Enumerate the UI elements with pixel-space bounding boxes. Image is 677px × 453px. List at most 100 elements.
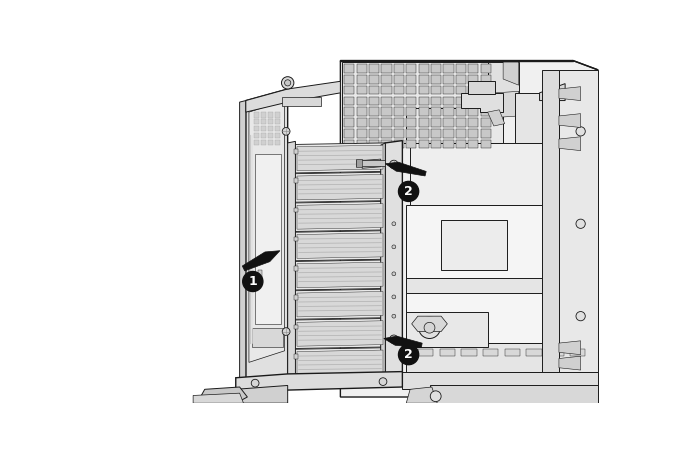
Polygon shape bbox=[487, 110, 504, 126]
Bar bbox=[548, 348, 563, 356]
Circle shape bbox=[576, 312, 586, 321]
Bar bbox=[468, 86, 479, 94]
Bar bbox=[394, 107, 404, 116]
Polygon shape bbox=[385, 140, 402, 379]
Polygon shape bbox=[297, 204, 383, 229]
Circle shape bbox=[284, 80, 291, 86]
Bar bbox=[261, 140, 266, 145]
Bar bbox=[369, 75, 379, 84]
Bar bbox=[443, 129, 454, 138]
Bar bbox=[356, 159, 362, 167]
Circle shape bbox=[243, 271, 263, 292]
Bar bbox=[468, 96, 479, 105]
Polygon shape bbox=[297, 145, 383, 171]
Bar bbox=[456, 75, 466, 84]
Bar bbox=[369, 86, 379, 94]
Polygon shape bbox=[246, 81, 341, 112]
Polygon shape bbox=[406, 312, 487, 347]
Circle shape bbox=[392, 245, 396, 249]
Bar bbox=[406, 96, 416, 105]
Bar bbox=[431, 118, 441, 127]
Polygon shape bbox=[297, 292, 383, 317]
Polygon shape bbox=[385, 162, 427, 176]
Bar bbox=[394, 75, 404, 84]
Bar bbox=[357, 96, 367, 105]
Polygon shape bbox=[406, 108, 503, 143]
Text: 2: 2 bbox=[404, 348, 413, 361]
Bar bbox=[504, 348, 520, 356]
Polygon shape bbox=[242, 251, 280, 271]
Bar bbox=[431, 96, 441, 105]
Bar bbox=[468, 129, 479, 138]
Bar bbox=[443, 64, 454, 73]
Polygon shape bbox=[406, 343, 598, 371]
Circle shape bbox=[251, 379, 259, 387]
Polygon shape bbox=[294, 178, 298, 183]
Circle shape bbox=[474, 233, 486, 246]
Bar bbox=[274, 112, 280, 117]
Bar bbox=[357, 140, 367, 148]
Text: 2: 2 bbox=[404, 185, 413, 198]
Circle shape bbox=[399, 181, 418, 202]
Bar bbox=[418, 96, 429, 105]
Bar bbox=[344, 96, 354, 105]
Polygon shape bbox=[559, 356, 581, 370]
Polygon shape bbox=[297, 262, 383, 288]
Bar bbox=[344, 64, 354, 73]
Bar bbox=[369, 129, 379, 138]
Bar bbox=[254, 112, 259, 117]
Polygon shape bbox=[468, 81, 496, 94]
Circle shape bbox=[379, 378, 387, 386]
Bar bbox=[481, 107, 491, 116]
Polygon shape bbox=[406, 204, 542, 343]
Bar bbox=[406, 107, 416, 116]
Polygon shape bbox=[515, 93, 542, 143]
Polygon shape bbox=[540, 84, 565, 101]
Polygon shape bbox=[294, 231, 385, 261]
Bar bbox=[418, 348, 433, 356]
Bar bbox=[406, 118, 416, 127]
Bar bbox=[461, 348, 477, 356]
Circle shape bbox=[392, 295, 396, 299]
Bar bbox=[456, 140, 466, 148]
Bar bbox=[443, 140, 454, 148]
Polygon shape bbox=[297, 233, 383, 258]
Polygon shape bbox=[559, 137, 581, 150]
Polygon shape bbox=[297, 174, 383, 200]
Bar bbox=[406, 86, 416, 94]
Bar bbox=[381, 129, 391, 138]
Bar bbox=[381, 75, 391, 84]
Bar bbox=[468, 75, 479, 84]
Bar bbox=[254, 133, 259, 138]
Bar bbox=[418, 75, 429, 84]
Polygon shape bbox=[503, 62, 519, 85]
Bar bbox=[443, 107, 454, 116]
Bar bbox=[252, 328, 283, 347]
Bar bbox=[468, 107, 479, 116]
Polygon shape bbox=[236, 371, 402, 393]
Bar bbox=[369, 118, 379, 127]
Bar bbox=[483, 348, 498, 356]
Bar bbox=[267, 119, 273, 125]
Polygon shape bbox=[380, 143, 385, 381]
Bar bbox=[443, 86, 454, 94]
Bar bbox=[431, 140, 441, 148]
Bar bbox=[418, 140, 429, 148]
Bar bbox=[394, 86, 404, 94]
Bar bbox=[394, 118, 404, 127]
Bar bbox=[527, 348, 542, 356]
Circle shape bbox=[431, 391, 441, 402]
Polygon shape bbox=[406, 387, 437, 403]
Bar bbox=[443, 75, 454, 84]
Bar bbox=[261, 119, 266, 125]
Bar bbox=[394, 129, 404, 138]
Polygon shape bbox=[294, 143, 385, 173]
Bar bbox=[369, 140, 379, 148]
Polygon shape bbox=[429, 386, 598, 403]
Bar bbox=[261, 126, 266, 131]
Bar bbox=[406, 140, 416, 148]
Bar bbox=[456, 118, 466, 127]
Bar bbox=[418, 64, 429, 73]
Polygon shape bbox=[362, 159, 380, 169]
Polygon shape bbox=[240, 101, 246, 391]
